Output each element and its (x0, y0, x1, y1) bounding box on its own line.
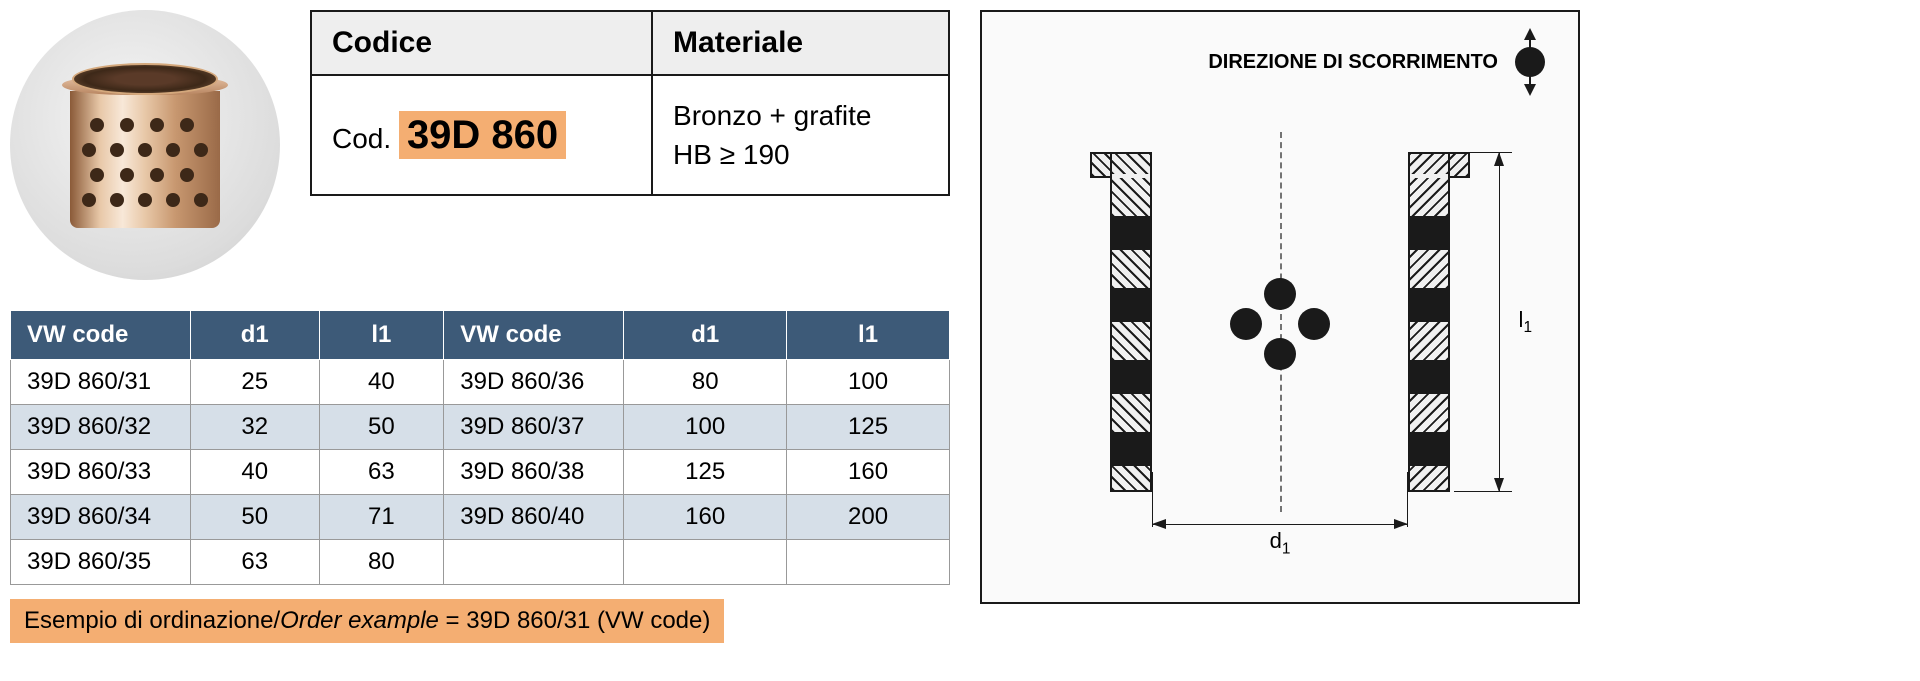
table-row: 39D 860/32325039D 860/37100125 (11, 405, 950, 450)
data-table: VW coded1l1VW coded1l1 39D 860/31254039D… (10, 310, 950, 585)
table-cell: 160 (624, 495, 787, 540)
table-cell: 39D 860/38 (444, 450, 624, 495)
table-cell: 39D 860/31 (11, 360, 191, 405)
dimension-l1: l1 (1462, 152, 1512, 492)
table-cell (624, 540, 787, 585)
cross-section-drawing: l1 d1 (1040, 122, 1520, 572)
order-example-note: Esempio di ordinazione/Order example = 3… (10, 599, 724, 643)
material-cell: Bronzo + grafite HB ≥ 190 (652, 75, 949, 195)
table-cell: 80 (624, 360, 787, 405)
product-image (10, 10, 280, 280)
code-prefix: Cod. (332, 123, 391, 154)
table-row: 39D 860/34507139D 860/40160200 (11, 495, 950, 540)
table-cell: 39D 860/36 (444, 360, 624, 405)
table-cell (787, 540, 950, 585)
table-cell: 80 (319, 540, 444, 585)
table-cell: 39D 860/35 (11, 540, 191, 585)
table-cell (444, 540, 624, 585)
dimension-d1: d1 (1152, 502, 1408, 552)
material-line2: HB ≥ 190 (673, 139, 790, 170)
table-cell: 125 (787, 405, 950, 450)
col-header: VW code (11, 311, 191, 360)
direction-arrow-icon (1512, 32, 1548, 92)
table-cell: 100 (624, 405, 787, 450)
example-label-it: Esempio di ordinazione/ (24, 607, 280, 634)
col-header: l1 (787, 311, 950, 360)
table-cell: 200 (787, 495, 950, 540)
table-row: 39D 860/33406339D 860/38125160 (11, 450, 950, 495)
table-cell: 40 (191, 450, 320, 495)
table-cell: 32 (191, 405, 320, 450)
table-cell: 39D 860/33 (11, 450, 191, 495)
bushing-illustration (70, 63, 220, 228)
example-label-en: Order example (280, 607, 439, 634)
table-cell: 39D 860/34 (11, 495, 191, 540)
code-value: 39D 860 (399, 111, 566, 159)
col-header: VW code (444, 311, 624, 360)
material-line1: Bronzo + grafite (673, 100, 871, 131)
col-header: d1 (191, 311, 320, 360)
table-row: 39D 860/31254039D 860/3680100 (11, 360, 950, 405)
table-cell: 100 (787, 360, 950, 405)
table-cell: 25 (191, 360, 320, 405)
code-cell: Cod. 39D 860 (311, 75, 652, 195)
table-cell: 39D 860/32 (11, 405, 191, 450)
technical-diagram: DIREZIONE DI SCORRIMENTO (980, 10, 1580, 604)
table-cell: 50 (319, 405, 444, 450)
table-cell: 71 (319, 495, 444, 540)
example-rest: = 39D 860/31 (VW code) (439, 607, 710, 634)
table-cell: 39D 860/37 (444, 405, 624, 450)
table-cell: 63 (191, 540, 320, 585)
header-code: Codice (311, 11, 652, 75)
direction-label: DIREZIONE DI SCORRIMENTO (1208, 51, 1498, 74)
col-header: d1 (624, 311, 787, 360)
col-header: l1 (319, 311, 444, 360)
table-cell: 125 (624, 450, 787, 495)
table-cell: 160 (787, 450, 950, 495)
table-cell: 39D 860/40 (444, 495, 624, 540)
table-cell: 40 (319, 360, 444, 405)
table-cell: 63 (319, 450, 444, 495)
header-material: Materiale (652, 11, 949, 75)
table-row: 39D 860/356380 (11, 540, 950, 585)
material-table: Codice Materiale Cod. 39D 860 Bronzo + g… (310, 10, 950, 196)
table-cell: 50 (191, 495, 320, 540)
